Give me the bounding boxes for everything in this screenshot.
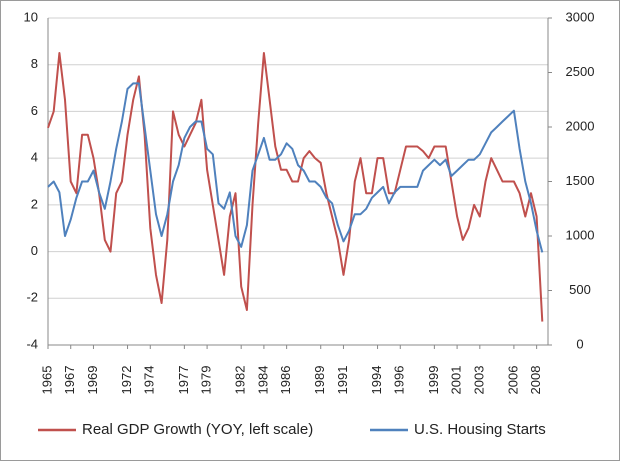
x-tick-label: 1969	[85, 366, 100, 395]
y2-tick-label: 2000	[566, 118, 595, 133]
y-tick-label: 2	[31, 196, 38, 211]
y2-tick-label: 2500	[566, 64, 595, 79]
x-tick-label: 2003	[471, 366, 486, 395]
y2-tick-label: 0	[576, 336, 583, 351]
y-tick-label: -2	[26, 290, 38, 305]
y-tick-label: -4	[26, 336, 38, 351]
y-tick-label: 0	[31, 243, 38, 258]
y-tick-label: 6	[31, 103, 38, 118]
y-tick-label: 4	[31, 150, 38, 165]
y2-tick-label: 1000	[566, 227, 595, 242]
y-tick-label: 10	[24, 9, 38, 24]
x-tick-label: 1979	[199, 366, 214, 395]
x-tick-label: 1991	[335, 366, 350, 395]
x-tick-label: 1984	[255, 366, 270, 395]
x-tick-label: 1986	[278, 366, 293, 395]
series-line	[47, 52, 544, 322]
x-tick-label: 2001	[449, 366, 464, 395]
x-tick-label: 2008	[528, 366, 543, 395]
x-tick-label: 1972	[119, 366, 134, 395]
y2-tick-label: 3000	[566, 9, 595, 24]
x-tick-label: 1994	[369, 366, 384, 395]
y2-tick-label: 500	[569, 282, 591, 297]
x-tick-label: 1977	[176, 366, 191, 395]
x-tick-label: 1982	[233, 366, 248, 395]
x-tick-label: 1989	[312, 366, 327, 395]
x-tick-label: 2006	[505, 366, 520, 395]
legend-label: U.S. Housing Starts	[414, 421, 546, 438]
series-line	[47, 82, 544, 253]
y2-tick-label: 1500	[566, 173, 595, 188]
legend-label: Real GDP Growth (YOY, left scale)	[82, 421, 313, 438]
x-tick-label: 1967	[62, 366, 77, 395]
y-tick-label: 8	[31, 56, 38, 71]
x-tick-label: 1965	[39, 366, 54, 395]
x-tick-label: 1974	[142, 366, 157, 395]
x-tick-label: 1999	[426, 366, 441, 395]
x-tick-label: 1996	[392, 366, 407, 395]
